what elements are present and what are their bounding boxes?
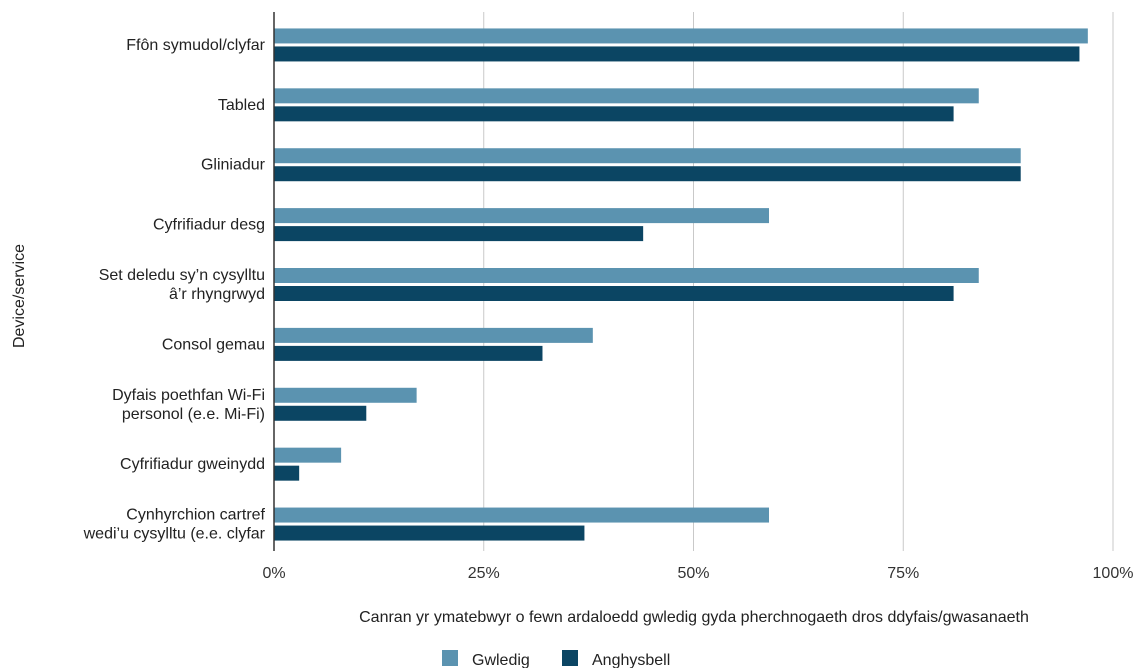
bars (274, 28, 1088, 541)
bar-anghysbell (274, 405, 367, 421)
legend-swatch (562, 650, 578, 666)
bar-anghysbell (274, 166, 1021, 182)
category-label: Cyfrifiadur desg (153, 217, 265, 234)
x-tick-labels: 0% 25% 50% 75% 100% (262, 565, 1133, 582)
x-axis-title: Canran yr ymatebwyr o fewn ardaloedd gwl… (359, 609, 1029, 626)
bar-gwledig (274, 387, 417, 403)
bar-gwledig (274, 28, 1088, 44)
category-label: Cynhyrchion cartref wedi’u cysylltu (e.e.… (83, 507, 266, 543)
x-tick-label: 75% (887, 565, 919, 582)
category-label: Consol gemau (162, 336, 265, 353)
bar-anghysbell (274, 46, 1080, 62)
bar-gwledig (274, 88, 979, 104)
category-labels: Ffôn symudol/clyfar Tabled Gliniadur Cyfrif… (83, 37, 266, 543)
x-tick-label: 0% (262, 565, 285, 582)
bar-gwledig (274, 327, 593, 343)
bar-anghysbell (274, 286, 954, 301)
bar-anghysbell (274, 226, 644, 242)
bar-anghysbell (274, 106, 954, 122)
x-tick-label: 25% (468, 565, 500, 582)
bar-gwledig (274, 148, 1021, 164)
legend-label: Gwledig (472, 652, 530, 668)
x-tick-label: 100% (1093, 565, 1134, 582)
category-label: Dyfais poethfan Wi-Fi personol (e.e. Mi-F… (112, 387, 265, 423)
bar-gwledig (274, 447, 342, 463)
category-label: Gliniadur (201, 157, 266, 174)
category-label: Set deledu sy’n cysylltu â’r rhyngrwyd (99, 267, 265, 303)
category-label: Ffôn symudol/clyfar (126, 37, 265, 54)
bar-gwledig (274, 208, 770, 224)
y-axis-title: Device/service (11, 244, 28, 348)
x-tick-label: 50% (677, 565, 709, 582)
bar-anghysbell (274, 465, 300, 481)
bar-gwledig (274, 507, 770, 523)
bar-anghysbell (274, 525, 585, 541)
bar-gwledig (274, 268, 979, 283)
legend-label: Anghysbell (592, 652, 670, 668)
legend-swatch (442, 650, 458, 666)
category-label: Tabled (218, 97, 265, 114)
category-label: Cyfrifiadur gweinydd (120, 456, 265, 473)
bar-anghysbell (274, 345, 543, 361)
legend: Gwledig Anghysbell (442, 650, 670, 668)
